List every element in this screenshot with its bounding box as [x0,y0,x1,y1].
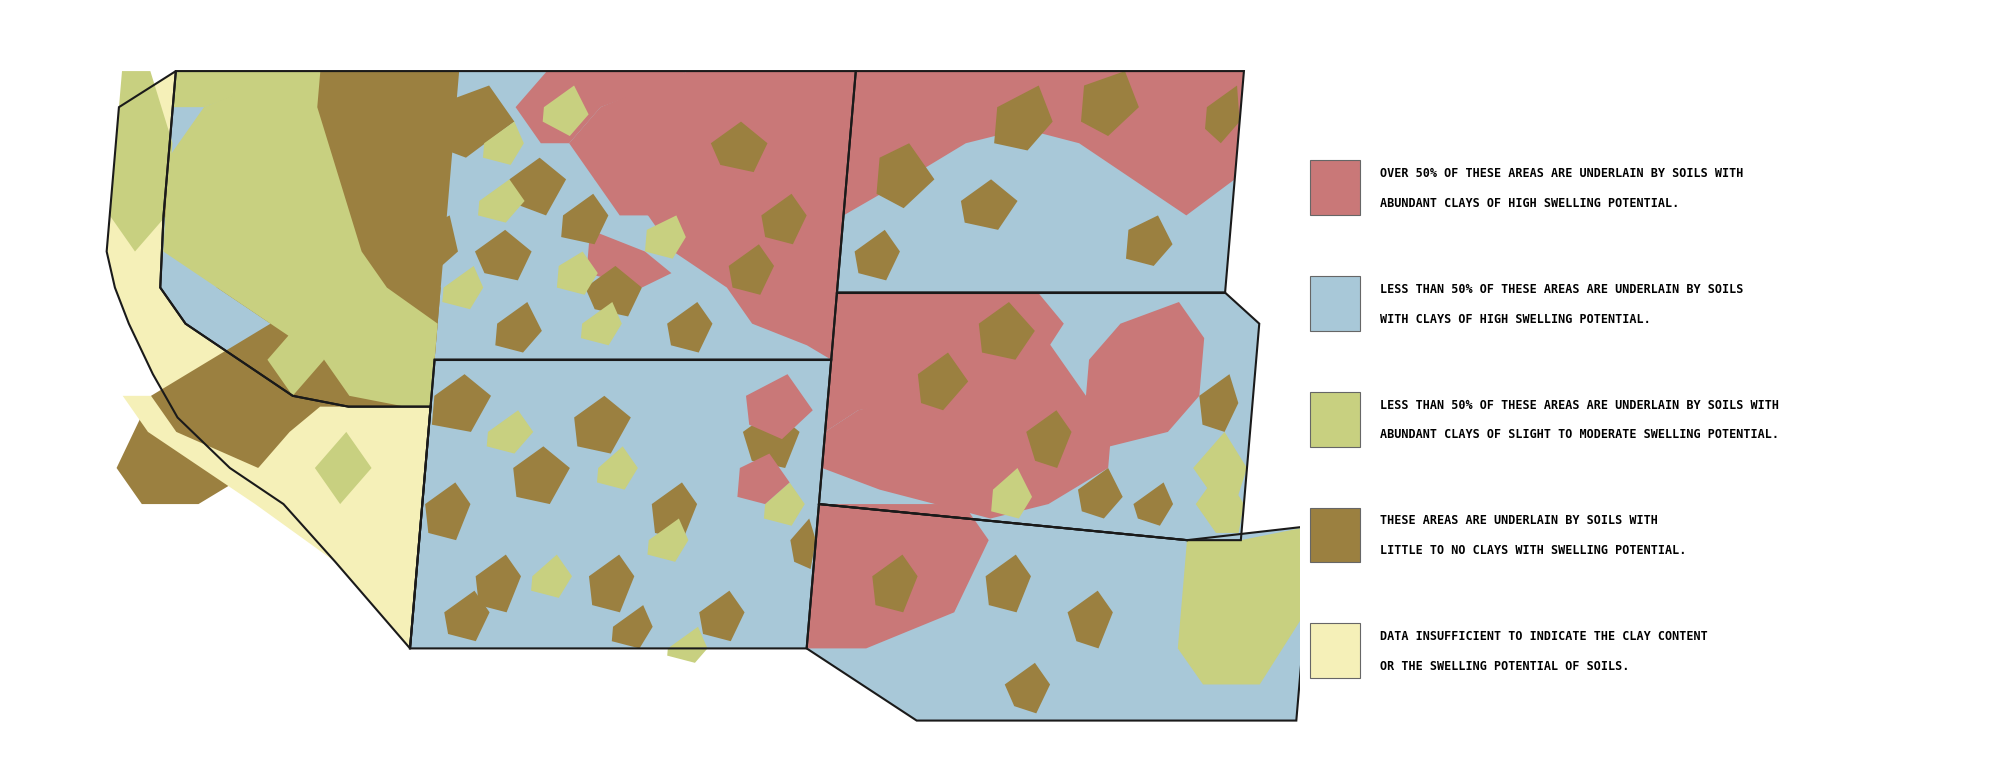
Text: OVER 50% OF THESE AREAS ARE UNDERLAIN BY SOILS WITH: OVER 50% OF THESE AREAS ARE UNDERLAIN BY… [1380,167,1744,180]
Polygon shape [742,411,800,468]
Polygon shape [110,71,172,252]
Polygon shape [516,71,688,143]
Polygon shape [994,85,1052,150]
Text: OR THE SWELLING POTENTIAL OF SOILS.: OR THE SWELLING POTENTIAL OF SOILS. [1380,660,1630,673]
Polygon shape [854,230,900,281]
Polygon shape [1080,71,1138,136]
Polygon shape [790,518,816,569]
Polygon shape [542,85,588,136]
Polygon shape [648,518,688,561]
Text: ABUNDANT CLAYS OF SLIGHT TO MODERATE SWELLING POTENTIAL.: ABUNDANT CLAYS OF SLIGHT TO MODERATE SWE… [1380,429,1780,441]
Polygon shape [822,324,1112,518]
Polygon shape [762,194,806,244]
Polygon shape [746,374,812,439]
Polygon shape [1004,663,1050,713]
Polygon shape [1068,590,1112,648]
Polygon shape [478,179,524,223]
Polygon shape [1126,215,1172,266]
Polygon shape [482,121,524,165]
Polygon shape [1206,85,1240,143]
Polygon shape [268,324,324,396]
Polygon shape [192,215,248,288]
Polygon shape [1200,374,1238,432]
Polygon shape [700,590,744,641]
Polygon shape [556,252,598,295]
Text: LESS THAN 50% OF THESE AREAS ARE UNDERLAIN BY SOILS WITH: LESS THAN 50% OF THESE AREAS ARE UNDERLA… [1380,399,1780,411]
Polygon shape [668,302,712,353]
Polygon shape [596,447,638,490]
Polygon shape [432,374,492,432]
Text: WITH CLAYS OF HIGH SWELLING POTENTIAL.: WITH CLAYS OF HIGH SWELLING POTENTIAL. [1380,313,1650,325]
Polygon shape [1194,432,1246,504]
Polygon shape [444,590,490,641]
Polygon shape [474,230,532,281]
Polygon shape [738,454,790,504]
Polygon shape [496,302,542,353]
Polygon shape [508,158,566,215]
Polygon shape [418,215,458,273]
Polygon shape [394,158,442,208]
Text: LESS THAN 50% OF THESE AREAS ARE UNDERLAIN BY SOILS: LESS THAN 50% OF THESE AREAS ARE UNDERLA… [1380,283,1744,296]
Polygon shape [960,179,1018,230]
Polygon shape [164,71,438,407]
Polygon shape [876,143,934,208]
Polygon shape [106,71,430,648]
Polygon shape [574,396,630,454]
Polygon shape [122,396,422,648]
Text: DATA INSUFFICIENT TO INDICATE THE CLAY CONTENT: DATA INSUFFICIENT TO INDICATE THE CLAY C… [1380,630,1708,643]
Polygon shape [1026,411,1072,468]
Polygon shape [652,482,698,540]
Polygon shape [588,554,634,612]
Polygon shape [806,504,988,648]
Polygon shape [1084,302,1204,447]
Polygon shape [1196,468,1244,533]
Polygon shape [580,302,622,346]
Polygon shape [428,85,514,158]
Polygon shape [514,447,570,504]
Text: THESE AREAS ARE UNDERLAIN BY SOILS WITH: THESE AREAS ARE UNDERLAIN BY SOILS WITH [1380,515,1658,527]
Polygon shape [818,292,1260,540]
Polygon shape [1078,468,1122,518]
Polygon shape [1134,482,1174,526]
Polygon shape [476,554,520,612]
Polygon shape [992,468,1032,518]
Polygon shape [668,626,708,663]
Polygon shape [410,360,832,648]
Polygon shape [586,230,672,288]
Polygon shape [612,605,652,648]
Polygon shape [836,71,1244,292]
Polygon shape [978,302,1034,360]
Polygon shape [160,71,856,407]
Text: ABUNDANT CLAYS OF HIGH SWELLING POTENTIAL.: ABUNDANT CLAYS OF HIGH SWELLING POTENTIA… [1380,197,1680,210]
Polygon shape [644,215,686,259]
Polygon shape [826,292,1064,432]
Polygon shape [844,71,1244,215]
Polygon shape [872,554,918,612]
Polygon shape [442,266,484,309]
Polygon shape [594,143,680,215]
Polygon shape [586,266,642,317]
Polygon shape [1178,526,1312,684]
Polygon shape [426,482,470,540]
Polygon shape [116,71,440,504]
Polygon shape [562,194,608,244]
Polygon shape [806,504,1312,720]
Polygon shape [486,411,534,454]
Polygon shape [764,482,804,526]
Polygon shape [710,121,768,172]
Text: LITTLE TO NO CLAYS WITH SWELLING POTENTIAL.: LITTLE TO NO CLAYS WITH SWELLING POTENTI… [1380,544,1686,557]
Polygon shape [918,353,968,411]
Polygon shape [986,554,1030,612]
Polygon shape [314,432,372,504]
Polygon shape [570,71,856,360]
Polygon shape [164,71,460,407]
Polygon shape [172,71,320,107]
Polygon shape [532,554,572,598]
Polygon shape [728,244,774,295]
